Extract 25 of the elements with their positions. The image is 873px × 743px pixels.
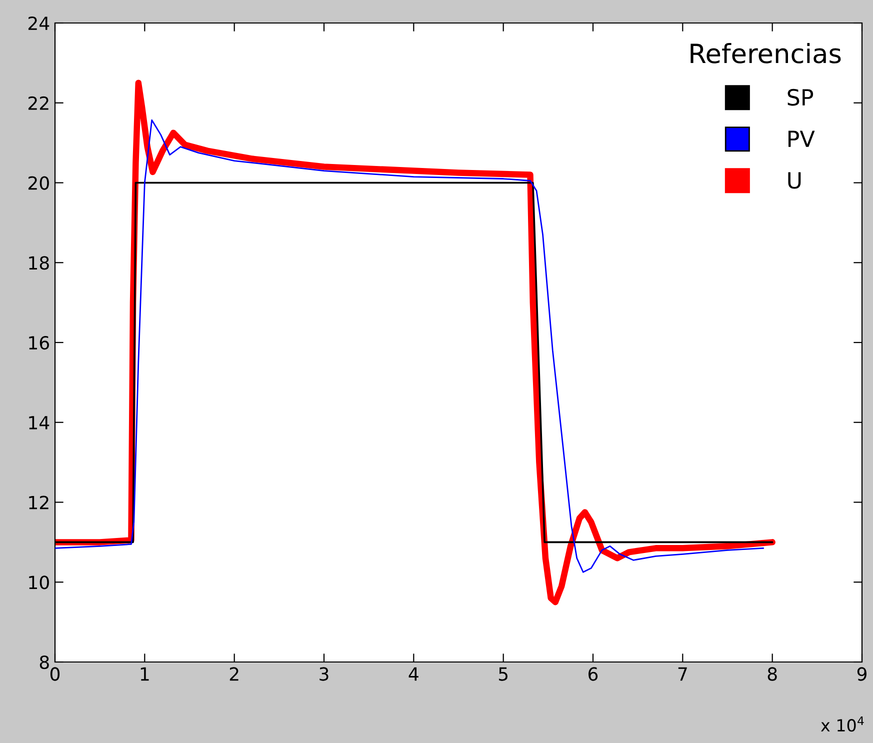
x-tick-label: 1 <box>140 667 149 681</box>
x-tick-label: 6 <box>588 667 598 681</box>
x-tick-label: 8 <box>768 667 777 681</box>
x-tick-label: 4 <box>408 667 418 681</box>
x-tick-label: 3 <box>320 667 328 681</box>
y-tick-label: 16 <box>29 336 49 350</box>
x-tick-label: 2 <box>230 667 238 681</box>
y-tick-label: 10 <box>29 576 49 590</box>
y-tick-label: 14 <box>29 416 50 430</box>
x-tick-label: 5 <box>498 667 508 681</box>
text: x 10$^{4}$ <box>820 716 864 732</box>
legend-label: PV <box>788 130 815 147</box>
x-tick-label: 9 <box>857 667 866 681</box>
legend-title: Referencias <box>690 43 841 64</box>
x-tick-label: 0 <box>50 667 60 681</box>
x-tick-label: 7 <box>678 667 687 681</box>
y-tick-label: 20 <box>28 176 49 190</box>
legend-label: U <box>788 172 801 189</box>
line-series <box>55 119 764 573</box>
y-tick-label: 24 <box>28 16 50 30</box>
y-tick-label: 8 <box>40 655 49 670</box>
y-tick-label: 12 <box>29 496 48 510</box>
y-tick-label: 22 <box>28 96 48 110</box>
legend-label: SP <box>788 88 814 106</box>
y-tick-label: 18 <box>29 256 49 270</box>
